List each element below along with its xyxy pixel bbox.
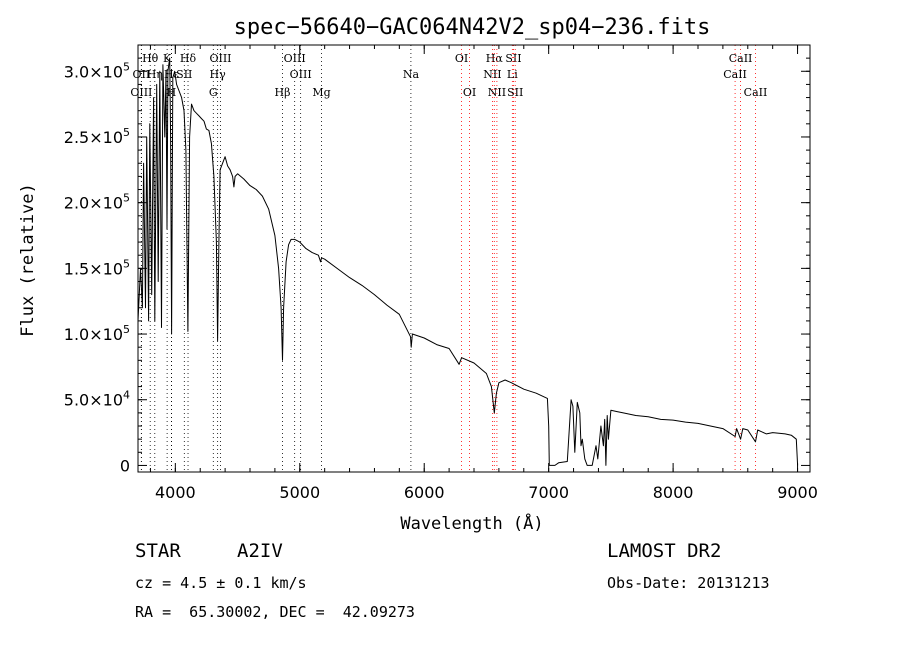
line-marker-label-12: SII [176,68,192,81]
line-marker-label-6: Hα [486,52,504,65]
y-tick-label-5: 2.5×105 [64,126,130,147]
chart-title: spec−56640−GAC064N42V2_sp04−236.fits [234,15,711,40]
line-marker-label-8: CaII [729,52,753,65]
line-marker-label-5: OI [455,52,468,65]
line-marker-label-24: OI [463,86,476,99]
line-marker-label-7: SII [505,52,521,65]
x-axis-label: Wavelength (Å) [400,512,543,534]
line-marker-label-3: OIII [209,52,231,65]
y-axis-label: Flux (relative) [18,183,38,337]
line-marker-label-23: Mg [312,86,330,99]
line-marker-label-26: SII [507,86,523,99]
line-marker-label-2: Hδ [180,52,197,65]
x-tick-label-5: 9000 [777,483,818,502]
sky-coordinates: RA = 65.30002, DEC = 42.09273 [135,603,415,621]
line-marker-label-10: Hη [147,68,163,81]
line-marker-label-25: NII [488,86,506,99]
line-marker-label-22: Hβ [275,86,291,99]
line-marker-label-4: OIII [284,52,306,65]
line-marker-label-14: OIII [290,68,312,81]
line-marker-label-17: Li [507,68,518,81]
observation-date: Obs-Date: 20131213 [607,574,770,592]
line-marker-label-20: H [167,86,177,99]
y-tick-label-3: 1.5×105 [64,257,130,278]
y-tick-label-0: 0 [120,456,130,475]
line-marker-label-18: CaII [723,68,747,81]
survey-name: LAMOST DR2 [607,540,722,562]
object-class: STAR [135,540,181,562]
object-subclass: A2IV [237,540,283,562]
spectrum-series [137,57,799,466]
y-axis-ticks: 0 5.0×104 1.0×105 1.5×105 2.0×105 2.5×105 3.0×… [64,57,810,475]
x-tick-label-2: 6000 [404,483,445,502]
x-tick-label-0: 4000 [155,483,196,502]
line-marker-label-19: OIII [130,86,152,99]
x-axis-ticks: 4000 5000 6000 7000 8000 9000 [149,45,818,502]
y-tick-label-6: 3.0×105 [64,60,130,81]
x-tick-label-3: 7000 [528,483,569,502]
x-tick-label-1: 5000 [279,483,320,502]
x-tick-label-4: 8000 [653,483,694,502]
line-marker-label-13: Hγ [210,68,227,81]
y-tick-label-1: 5.0×104 [64,389,130,410]
y-tick-label-4: 2.0×105 [64,192,130,213]
spectrum-line-0 [137,57,799,466]
y-tick-label-2: 1.0×105 [64,323,130,344]
line-marker-label-16: NII [483,68,501,81]
line-marker-label-1: K [163,52,172,65]
plot-frame [137,44,811,473]
line-marker-label-27: CaII [744,86,768,99]
redshift-value: cz = 4.5 ± 0.1 km/s [135,574,307,592]
line-marker-label-21: G [209,86,218,99]
line-marker-label-15: Na [403,68,420,81]
line-marker-label-0: Hθ [142,52,159,65]
